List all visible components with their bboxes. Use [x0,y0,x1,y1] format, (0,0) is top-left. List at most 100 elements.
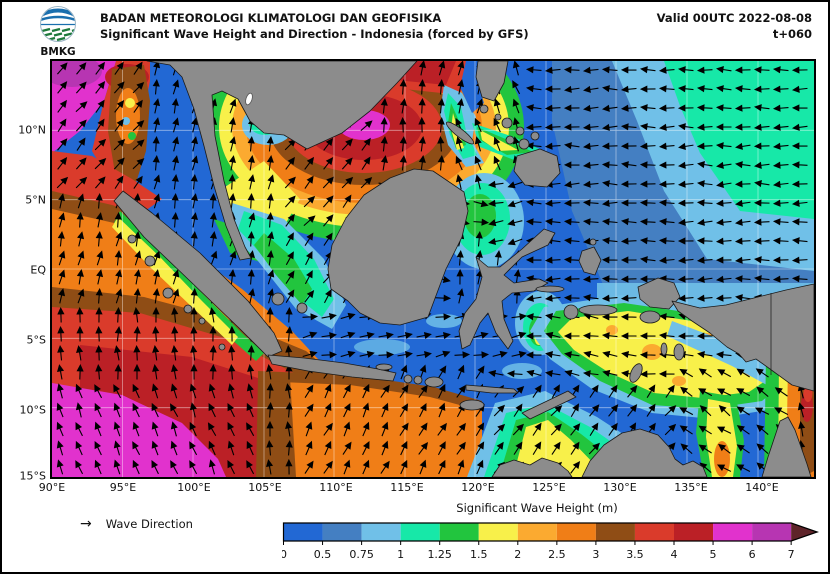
wave-direction-arrow [170,383,178,399]
wave-direction-arrow [639,237,656,245]
wave-direction-arrow [75,460,84,475]
wave-direction-arrow [457,288,465,304]
wave-direction-arrow [56,176,69,189]
wave-direction-arrow [474,117,482,133]
wave-direction-arrow [56,459,64,475]
wave-direction-arrow [583,85,599,93]
wave-direction-arrow [284,195,296,208]
wave-direction-arrow [488,237,504,245]
wave-direction-arrow [208,383,216,399]
wave-direction-arrow [209,325,217,342]
wave-direction-arrow [734,66,751,74]
wave-direction-arrow [302,350,318,358]
wave-direction-arrow [381,402,389,418]
wave-direction-arrow [340,331,356,339]
wave-direction-arrow [791,275,808,283]
wave-direction-arrow [189,441,198,456]
wave-direction-arrow [601,237,618,245]
wave-direction-arrow [132,120,145,132]
wave-direction-arrow [639,104,656,112]
wave-direction-arrow [639,142,656,150]
colorbar-tick-label: 0.75 [349,548,374,561]
wave-direction-arrow [321,312,337,321]
colorbar-segment [595,523,635,541]
wave-direction-arrow [736,406,750,416]
wave-direction-arrow [665,384,675,398]
wave-direction-arrow [266,364,274,380]
wave-direction-arrow [664,405,677,417]
wave-direction-arrow [677,218,694,226]
wave-direction-arrow [399,78,407,95]
wave-direction-arrow [506,370,523,378]
wave-direction-arrow [302,331,318,339]
wave-height-map [42,12,816,479]
wave-direction-arrow [736,425,750,435]
wave-direction-arrow [582,123,599,131]
wave-direction-arrow [152,269,161,285]
wave-direction-arrow [362,402,370,418]
wave-direction-arrow [494,249,502,266]
valid-time-label: Valid 00UTC 2022-08-08 [656,11,812,25]
wave-direction-arrow [526,199,542,207]
wave-direction-arrow [209,363,217,380]
wave-direction-arrow [285,306,293,323]
wave-direction-arrow [323,289,332,304]
wave-direction-arrow [246,440,254,456]
colorbar-segment [361,523,401,541]
wave-direction-arrow [266,211,274,228]
wave-direction-arrow [77,193,85,209]
wave-direction-arrow [620,199,637,207]
wave-direction-arrow [343,402,351,418]
wave-direction-arrow [658,237,675,245]
wave-direction-arrow [456,441,466,455]
wave-direction-arrow [716,161,732,169]
wave-direction-arrow [435,294,452,302]
wave-direction-arrow [473,218,490,226]
colorbar-tick-label: 1.25 [427,548,452,561]
lon-tick-label: 105°E [248,481,282,494]
wave-direction-arrow [680,443,693,455]
wave-direction-arrow [75,157,87,170]
product-title: Significant Wave Height and Direction - … [100,27,529,41]
wave-direction-arrow [678,161,694,169]
wave-direction-arrow [696,66,713,74]
wave-direction-arrow [602,123,618,131]
wave-direction-arrow [228,268,236,285]
wave-direction-arrow [190,173,198,190]
wave-direction-arrow [475,230,483,247]
land-mindanao [513,148,561,188]
wave-direction-arrow [563,256,580,264]
wave-direction-arrow [715,294,732,302]
wave-direction-arrow [113,138,126,151]
wave-direction-arrow [94,402,102,418]
wave-direction-arrow [620,313,637,321]
wave-direction-arrow [570,423,581,436]
wave-direction-arrow [341,138,353,151]
wave-direction-arrow [95,61,105,75]
wave-direction-arrow [734,237,751,245]
wave-direction-arrow [57,118,67,132]
land-new-guinea [671,283,815,392]
wave-direction-arrow [76,345,84,361]
wave-direction-arrow [772,199,789,207]
wave-direction-arrow [512,98,520,114]
wave-direction-arrow [95,344,103,361]
colorbar-tick-label: 3 [592,548,599,561]
colorbar-tick-label: 1.5 [470,548,488,561]
wave-direction-arrow [457,459,465,475]
wave-direction-arrow [753,218,770,226]
forecast-step-label: t+060 [772,27,812,41]
colorbar-segment [283,523,323,541]
wave-direction-arrow [267,231,275,247]
colorbar-segment [713,523,753,541]
lat-tick-label: 10°N [18,123,46,137]
colorbar-tick-label: 6 [749,548,756,561]
wave-direction-arrow [621,218,637,226]
colorbar-title: Significant Wave Height (m) [456,501,618,515]
header-validity: Valid 00UTC 2022-08-08 t+060 [657,10,812,42]
wave-direction-arrow [563,275,580,283]
wave-direction-arrow [658,256,675,264]
wave-direction-arrow [680,386,693,397]
wave-direction-arrow [114,363,122,380]
wave-direction-arrow [209,212,217,228]
